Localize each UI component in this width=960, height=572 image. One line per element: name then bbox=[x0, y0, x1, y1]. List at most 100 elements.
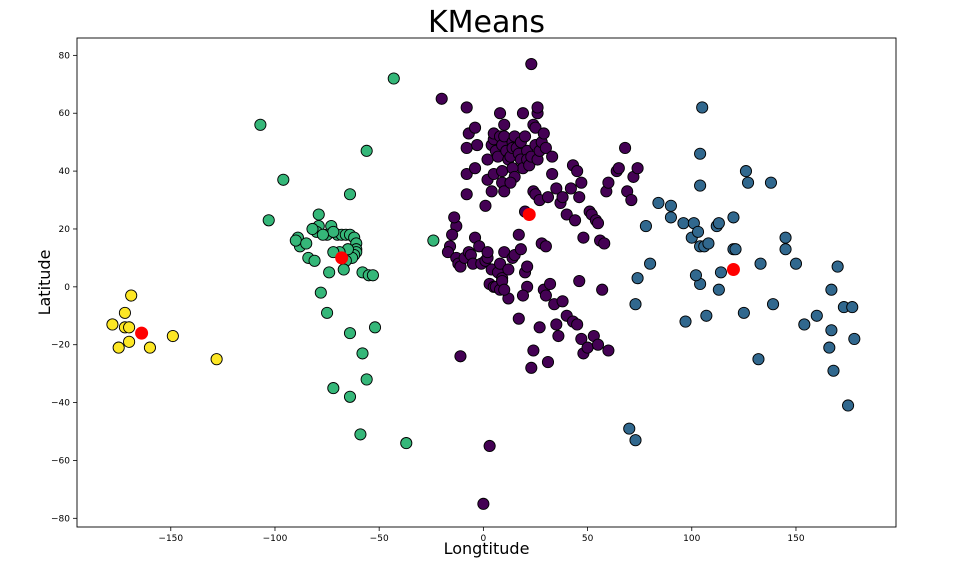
x-tick-label: 50 bbox=[582, 534, 594, 544]
data-point-cluster-1 bbox=[754, 257, 767, 270]
data-point-cluster-1 bbox=[702, 237, 715, 250]
data-point-cluster-0 bbox=[527, 344, 540, 357]
x-axis-label: Longtitude bbox=[444, 539, 530, 558]
data-point-cluster-0 bbox=[441, 246, 454, 259]
data-point-cluster-2 bbox=[323, 266, 336, 279]
data-point-cluster-1 bbox=[779, 231, 792, 244]
data-point-cluster-0 bbox=[471, 139, 484, 152]
data-point-cluster-0 bbox=[550, 182, 563, 195]
data-point-cluster-0 bbox=[560, 208, 573, 221]
data-point-cluster-0 bbox=[493, 107, 507, 120]
data-point-cluster-0 bbox=[569, 214, 582, 227]
data-point-cluster-0 bbox=[493, 257, 507, 270]
data-point-cluster-0 bbox=[496, 165, 509, 178]
data-point-cluster-1 bbox=[694, 179, 707, 192]
y-tick-label: −40 bbox=[51, 399, 70, 409]
data-point-cluster-0 bbox=[537, 127, 550, 140]
data-point-cluster-1 bbox=[752, 353, 765, 366]
data-point-cluster-2 bbox=[366, 269, 379, 282]
data-point-cluster-0 bbox=[446, 228, 459, 241]
data-point-cluster-0 bbox=[625, 193, 638, 207]
data-point-cluster-2 bbox=[343, 390, 357, 403]
data-point-cluster-0 bbox=[571, 318, 584, 331]
data-point-cluster-1 bbox=[700, 309, 713, 322]
data-point-cluster-3 bbox=[166, 329, 179, 343]
data-point-cluster-1 bbox=[696, 101, 709, 114]
y-axis-label: Latitude bbox=[35, 250, 54, 316]
y-tick-label: 80 bbox=[59, 51, 71, 61]
data-point-cluster-0 bbox=[544, 277, 557, 290]
y-tick-label: 60 bbox=[59, 109, 71, 119]
data-point-cluster-0 bbox=[483, 439, 496, 453]
data-point-cluster-0 bbox=[435, 92, 448, 105]
centroids-layer bbox=[135, 208, 740, 340]
data-point-cluster-1 bbox=[629, 298, 642, 311]
data-point-cluster-2 bbox=[387, 72, 400, 85]
data-point-cluster-1 bbox=[664, 199, 677, 212]
data-point-cluster-0 bbox=[512, 228, 525, 241]
y-tick-label: −80 bbox=[51, 514, 70, 524]
data-point-cluster-1 bbox=[827, 364, 840, 377]
data-point-cluster-1 bbox=[810, 309, 823, 322]
data-point-cluster-3 bbox=[106, 318, 119, 331]
data-point-cluster-2 bbox=[360, 373, 373, 386]
centroid-point bbox=[726, 262, 740, 276]
data-point-cluster-0 bbox=[468, 162, 482, 175]
data-point-cluster-0 bbox=[575, 332, 588, 345]
data-point-cluster-1 bbox=[764, 176, 778, 189]
data-point-cluster-2 bbox=[316, 228, 329, 241]
data-point-cluster-3 bbox=[125, 289, 138, 302]
data-point-cluster-1 bbox=[823, 341, 836, 354]
data-point-cluster-1 bbox=[831, 260, 844, 273]
data-point-cluster-2 bbox=[321, 306, 334, 319]
y-tick-label: 40 bbox=[59, 167, 71, 177]
x-tick-label: 150 bbox=[787, 534, 804, 544]
data-point-cluster-1 bbox=[679, 315, 692, 328]
data-point-cluster-0 bbox=[477, 497, 490, 510]
data-point-cluster-2 bbox=[368, 321, 382, 334]
centroid-point bbox=[522, 208, 536, 222]
x-tick-label: −100 bbox=[263, 534, 288, 544]
data-point-cluster-3 bbox=[210, 353, 223, 366]
points-layer bbox=[106, 57, 861, 510]
data-point-cluster-1 bbox=[712, 283, 725, 296]
data-point-cluster-0 bbox=[481, 246, 494, 259]
data-point-cluster-0 bbox=[546, 150, 559, 163]
data-point-cluster-0 bbox=[602, 176, 615, 189]
data-point-cluster-2 bbox=[314, 286, 327, 299]
data-point-cluster-0 bbox=[541, 191, 555, 204]
data-point-cluster-3 bbox=[123, 321, 136, 334]
x-axis: −150 −100 −50 0 50 100 150 bbox=[158, 527, 805, 544]
data-point-cluster-2 bbox=[400, 437, 413, 450]
centroid-point bbox=[335, 251, 349, 265]
data-point-cluster-2 bbox=[308, 254, 321, 267]
data-point-cluster-1 bbox=[689, 269, 702, 282]
data-point-cluster-0 bbox=[521, 260, 534, 273]
data-point-cluster-0 bbox=[539, 240, 552, 253]
data-point-cluster-1 bbox=[789, 257, 803, 270]
data-point-cluster-0 bbox=[631, 162, 644, 175]
x-tick-label: −150 bbox=[158, 534, 183, 544]
data-point-cluster-0 bbox=[468, 121, 482, 134]
data-point-cluster-1 bbox=[727, 211, 740, 224]
centroid-point bbox=[135, 326, 149, 340]
data-point-cluster-0 bbox=[577, 231, 590, 244]
data-point-cluster-0 bbox=[504, 176, 517, 189]
data-point-cluster-0 bbox=[460, 167, 473, 181]
data-point-cluster-0 bbox=[448, 211, 461, 224]
data-point-cluster-0 bbox=[454, 350, 467, 363]
data-point-cluster-0 bbox=[485, 185, 498, 198]
data-point-cluster-1 bbox=[766, 298, 780, 311]
data-point-cluster-1 bbox=[848, 332, 861, 345]
data-point-cluster-1 bbox=[629, 434, 642, 447]
data-point-cluster-0 bbox=[498, 185, 511, 198]
data-point-cluster-0 bbox=[596, 283, 609, 296]
data-point-cluster-0 bbox=[479, 199, 492, 212]
y-axis: −80 −60 −40 −20 0 20 40 60 80 bbox=[51, 51, 77, 524]
data-point-cluster-2 bbox=[360, 144, 373, 157]
data-point-cluster-2 bbox=[343, 188, 357, 201]
data-point-cluster-0 bbox=[514, 243, 527, 256]
data-point-cluster-0 bbox=[550, 318, 563, 331]
data-point-cluster-0 bbox=[612, 162, 625, 175]
